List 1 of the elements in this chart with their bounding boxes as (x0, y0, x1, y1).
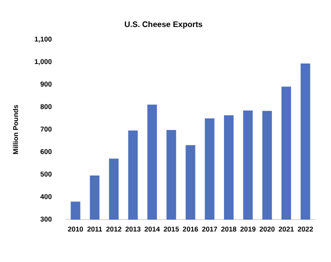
chart-title: U.S. Cheese Exports (124, 20, 204, 30)
